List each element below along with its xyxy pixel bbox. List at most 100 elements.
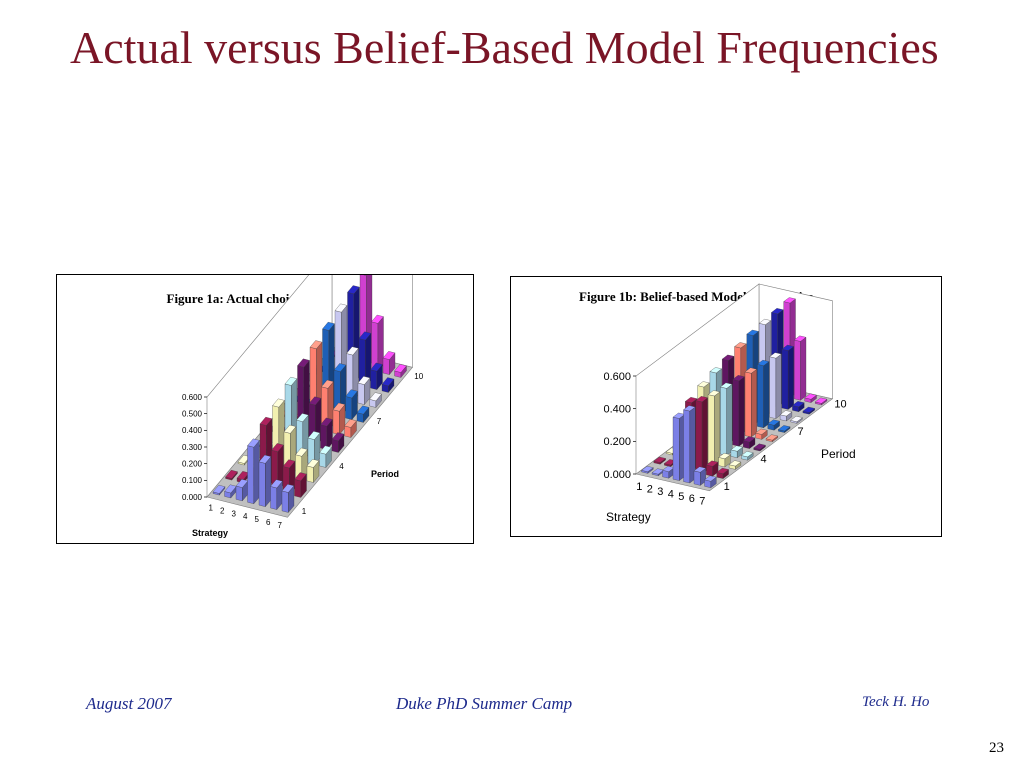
fig1a-x-tick-label: 7 (278, 521, 283, 530)
fig1a-y-tick-label: 0.300 (182, 443, 203, 452)
fig1a-bar (381, 377, 395, 393)
fig1a-bar (344, 419, 357, 438)
fig1a-bar (281, 484, 295, 513)
fig1b-y-tick-label: 0.600 (603, 371, 631, 383)
fig1b-bar (756, 359, 770, 429)
fig1a-bar (332, 402, 346, 436)
fig1a-y-tick-label: 0.400 (182, 426, 203, 435)
fig1a-bar (294, 472, 307, 498)
fig1a-x-tick-label: 5 (255, 515, 260, 524)
fig1b-bar (730, 445, 744, 459)
footer-event: Duke PhD Summer Camp (396, 694, 573, 713)
fig1b-x-tick-label: 3 (657, 486, 663, 498)
fig1a-z-tick-label: 4 (339, 462, 344, 471)
fig1b-bar (683, 405, 696, 484)
fig1b-bar (718, 453, 731, 468)
fig1a-x-tick-label: 1 (209, 503, 214, 512)
fig1a-bar (357, 376, 371, 406)
fig1a-z-tick-label: 7 (377, 417, 382, 426)
fig1b-y-tick-label: 0.400 (603, 404, 631, 416)
fig1a-bar (270, 479, 283, 511)
fig1b-bar (779, 410, 793, 422)
fig1b-z-tick-label: 4 (761, 454, 767, 466)
fig1a-bar (307, 431, 321, 466)
figure-1a-zlabel: Period (371, 469, 399, 479)
slide-number: 23 (989, 740, 1004, 756)
footer-date: August 2007 (86, 694, 172, 713)
fig1b-y-tick-label: 0.000 (603, 469, 631, 481)
fig1a-x-tick-label: 3 (232, 509, 237, 518)
fig1b-x-tick-label: 1 (636, 481, 642, 493)
fig1a-bar (394, 364, 407, 378)
fig1b-bar (793, 335, 807, 401)
fig1a-z-tick-label: 10 (414, 372, 423, 381)
fig1a-bar (319, 445, 332, 468)
footer-author: Teck H. Ho (862, 694, 930, 710)
fig1a-bar (371, 314, 384, 373)
fig1b-bar (693, 466, 707, 486)
fig1b-bar (716, 467, 729, 479)
fig1b-bar (753, 443, 766, 452)
fig1a-y-tick-label: 0.600 (182, 393, 203, 402)
fig1b-bar (769, 352, 782, 419)
fig1b-bar (641, 466, 654, 474)
fig1b-x-tick-label: 5 (678, 491, 684, 503)
fig1b-bar (792, 401, 805, 413)
figure-1a-chart: Figure 1a: Actual choice frequencies Str… (167, 275, 424, 538)
fig1a-bar (258, 454, 272, 508)
fig1b-bar (781, 344, 795, 410)
fig1b-bar (790, 416, 803, 424)
fig1b-bar (732, 375, 745, 447)
fig1b-x-tick-label: 6 (689, 493, 695, 505)
fig1b-bar (802, 406, 816, 415)
fig1a-x-tick-label: 4 (243, 512, 248, 521)
fig1b-bar (672, 412, 686, 481)
fig1a-x-tick-label: 6 (266, 518, 271, 527)
fig1a-x-tick-label: 2 (220, 506, 225, 515)
fig1b-bar (814, 397, 828, 406)
fig1a-bar (382, 351, 396, 376)
fig1a-y-tick-label: 0.000 (182, 493, 203, 502)
fig1a-y-tick-label: 0.100 (182, 476, 203, 485)
fig1a-bar (320, 417, 333, 451)
figure-1b-panel: Figure 1b: Belief-based Model frequencie… (510, 276, 942, 537)
fig1b-x-tick-label: 7 (699, 496, 705, 508)
fig1a-bar (331, 432, 345, 453)
fig1b-bar (744, 367, 758, 438)
figure-1b-xlabel: Strategy (606, 510, 651, 524)
figure-1a-panel: Figure 1a: Actual choice frequencies Str… (56, 274, 474, 544)
fig1a-bar (224, 484, 237, 499)
fig1a-bar (370, 362, 383, 391)
fig1b-bar (741, 451, 754, 461)
fig1a-bar (369, 392, 382, 408)
fig1b-x-tick-label: 4 (668, 488, 674, 500)
fig1a-bar (225, 469, 238, 481)
fig1a-y-tick-label: 0.500 (182, 409, 203, 418)
fig1b-bar (728, 460, 742, 470)
fig1b-z-tick-label: 10 (834, 398, 846, 410)
fig1b-bar (704, 475, 717, 489)
fig1b-bar (755, 428, 768, 440)
fig1b-x-tick-label: 2 (647, 484, 653, 496)
figure-1a-xlabel: Strategy (192, 528, 228, 538)
fig1a-z-tick-label: 1 (302, 507, 307, 516)
fig1b-z-tick-label: 1 (724, 481, 730, 493)
figure-1b-chart: Figure 1b: Belief-based Model frequencie… (579, 283, 856, 524)
fig1a-bar (345, 389, 358, 421)
fig1a-bar (346, 346, 359, 403)
fig1b-bar (662, 465, 675, 479)
fig1b-bar (777, 425, 791, 433)
fig1b-bar (742, 436, 756, 449)
fig1a-bar (247, 438, 260, 505)
fig1a-bar (358, 331, 372, 388)
slide-title: Actual versus Belief-Based Model Frequen… (70, 22, 939, 73)
fig1b-bar (707, 390, 721, 465)
fig1b-bar (765, 434, 779, 443)
fig1a-bar (356, 405, 370, 423)
fig1b-bar (767, 419, 780, 431)
figure-1b-zlabel: Period (821, 447, 856, 461)
fig1b-bar (720, 382, 733, 456)
fig1b-z-tick-label: 7 (797, 426, 803, 438)
